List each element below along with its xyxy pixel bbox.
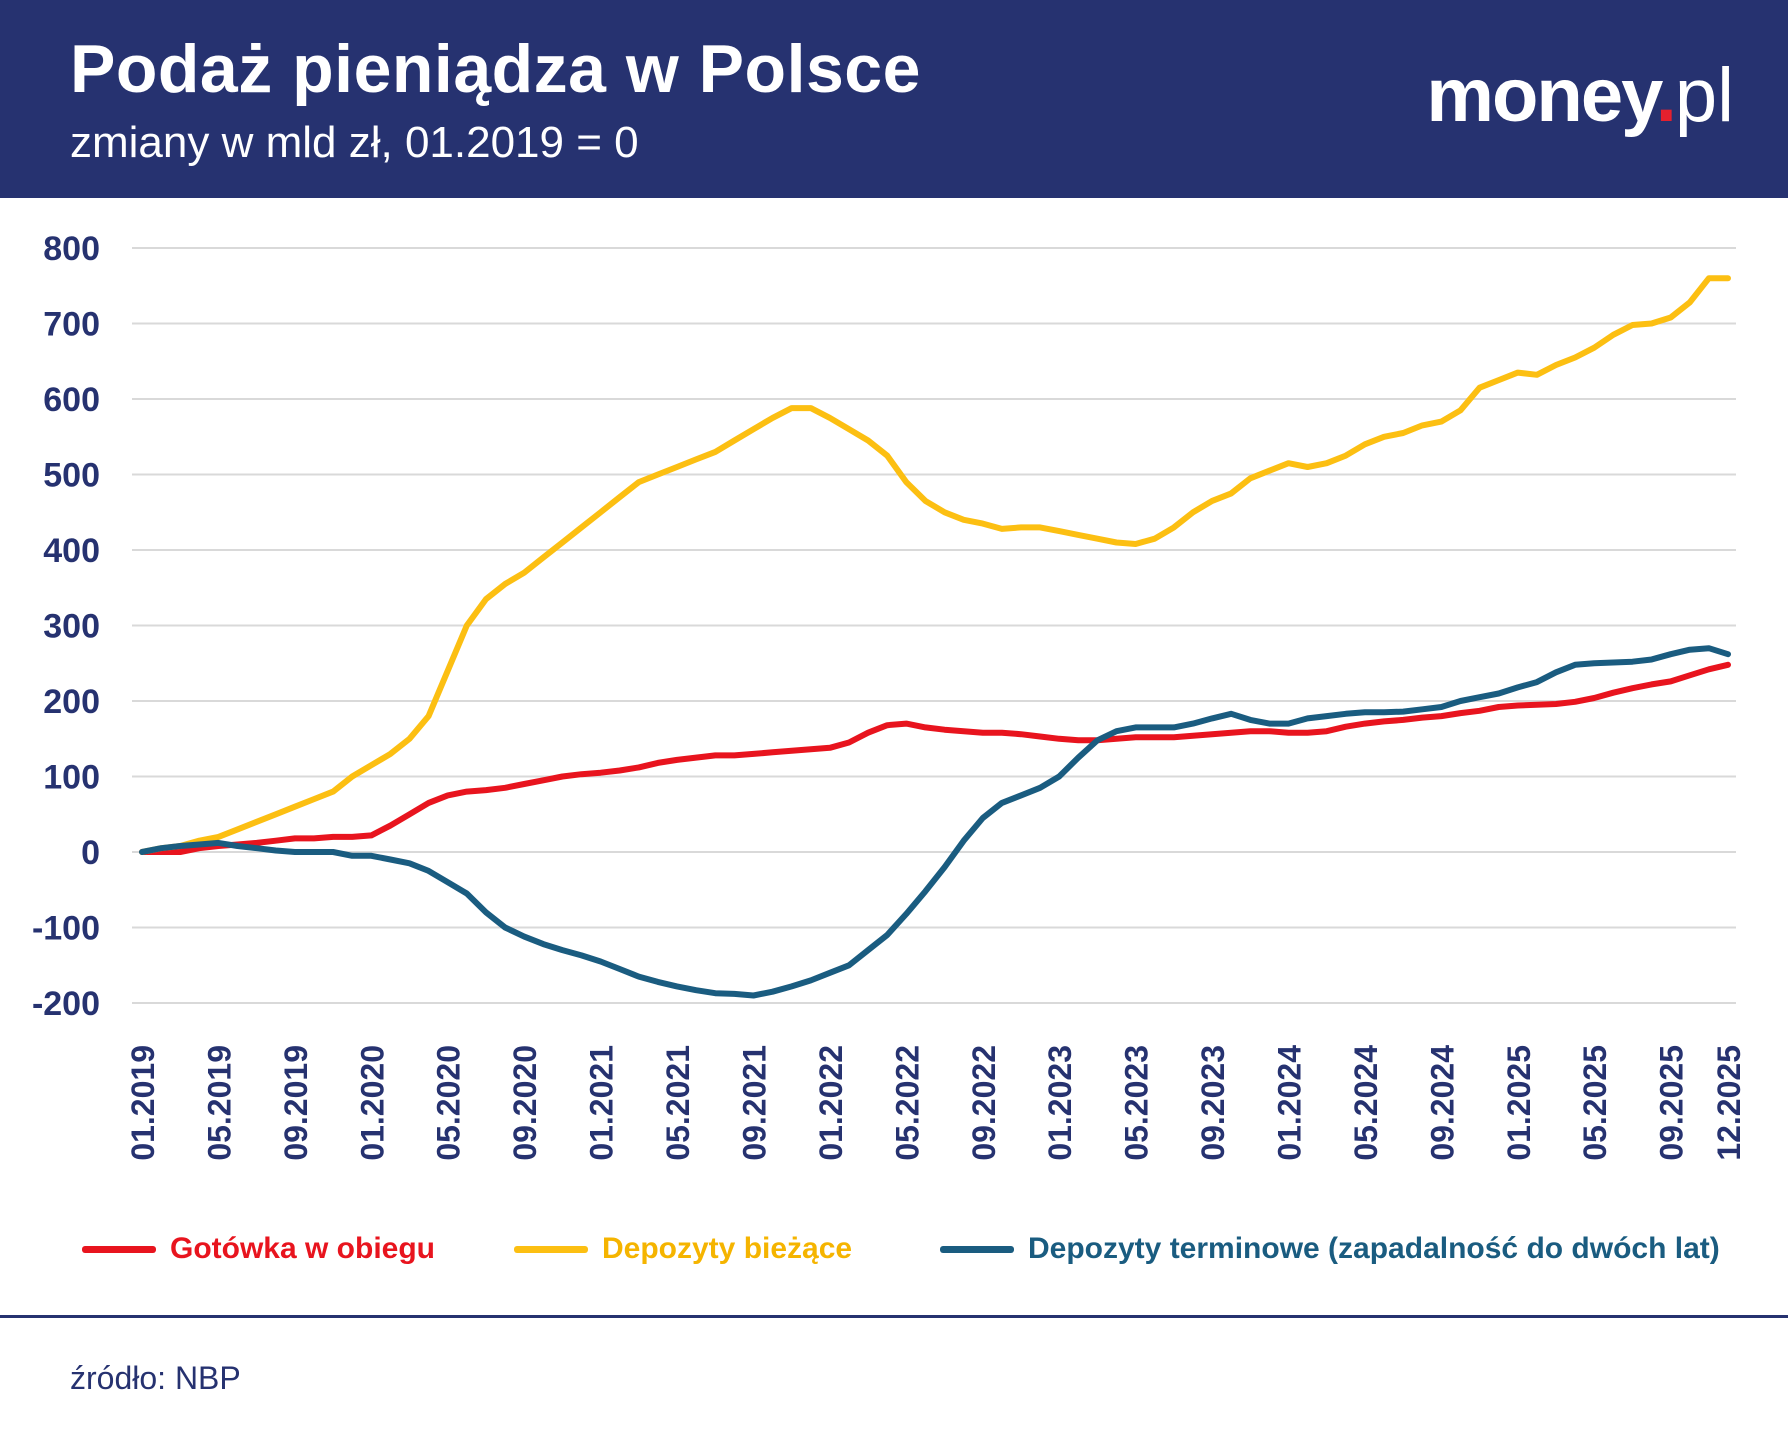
x-tick-label: 09.2021 [736, 1045, 772, 1161]
x-tick-label: 05.2019 [201, 1045, 237, 1161]
y-tick-label: 700 [43, 306, 100, 344]
y-tick-label: -200 [32, 985, 100, 1023]
chart-header: Podaż pieniądza w Polsce zmiany w mld zł… [0, 0, 1788, 198]
x-tick-label: 09.2020 [507, 1045, 543, 1161]
y-tick-label: 200 [43, 683, 100, 721]
footer-divider [0, 1315, 1788, 1318]
y-tick-label: 400 [43, 532, 100, 570]
y-tick-label: 800 [43, 230, 100, 268]
x-tick-label: 01.2024 [1272, 1045, 1308, 1161]
legend-label-gotowka: Gotówka w obiegu [170, 1232, 436, 1265]
x-tick-label: 09.2024 [1424, 1045, 1460, 1161]
source-note: źródło: NBP [70, 1360, 241, 1396]
series-lines [139, 275, 1731, 999]
x-tick-label: 01.2019 [125, 1045, 161, 1161]
series-line-0 [139, 661, 1731, 855]
x-tick-label: 01.2020 [354, 1045, 390, 1161]
x-tick-label: 01.2022 [813, 1045, 849, 1161]
x-tick-label: 01.2023 [1042, 1045, 1078, 1161]
legend-swatch-gotowka [82, 1245, 156, 1253]
legend-item-gotowka: Gotówka w obiegu [82, 1232, 435, 1266]
x-axis-ticks: 01.2019 05.2019 09.2019 01.2020 05.2020 09.20… [125, 1045, 1747, 1161]
x-tick-label: 09.2025 [1654, 1045, 1690, 1161]
y-tick-label: 100 [43, 759, 100, 797]
legend-item-depozyty-biezace: Depozyty bieżące [514, 1232, 852, 1266]
chart-subtitle: zmiany w mld zł, 01.2019 = 0 [70, 118, 639, 167]
series-line-2 [139, 645, 1731, 999]
y-axis-ticks: 800 700 600 500 400 300 200 100 0 -100 -200 [32, 230, 100, 1023]
y-tick-label: 300 [43, 608, 100, 646]
x-tick-label: 09.2022 [966, 1045, 1002, 1161]
x-tick-label: 12.2025 [1711, 1045, 1747, 1161]
chart-legend: Gotówka w obiegu Depozyty bieżące Depozy… [0, 1232, 1788, 1272]
logo-tld: pl [1674, 53, 1734, 138]
legend-label-depozyty-biezace: Depozyty bieżące [602, 1232, 853, 1265]
x-tick-label: 05.2020 [431, 1045, 467, 1161]
legend-swatch-depozyty-biezace [514, 1245, 588, 1253]
x-tick-label: 05.2024 [1348, 1045, 1384, 1161]
y-tick-label: 600 [43, 381, 100, 419]
y-tick-label: 0 [81, 834, 100, 872]
x-tick-label: 05.2023 [1119, 1045, 1155, 1161]
x-tick-label: 01.2021 [584, 1045, 620, 1161]
legend-swatch-depozyty-terminowe [940, 1245, 1014, 1253]
y-tick-label: -100 [32, 910, 100, 948]
x-tick-label: 01.2025 [1501, 1045, 1537, 1161]
money-supply-line-chart: 800 700 600 500 400 300 200 100 0 -100 -200 01.201… [32, 230, 1747, 1161]
logo-name: money [1426, 53, 1657, 138]
logo-dot: . [1655, 53, 1677, 138]
chart-title: Podaż pieniądza w Polsce [70, 31, 921, 107]
x-tick-label: 09.2023 [1195, 1045, 1231, 1161]
x-tick-label: 09.2019 [278, 1045, 314, 1161]
y-tick-label: 500 [43, 457, 100, 495]
series-line-1 [139, 275, 1731, 855]
legend-item-depozyty-terminowe: Depozyty terminowe (zapadalność do dwóch… [940, 1232, 1720, 1266]
x-tick-label: 05.2021 [660, 1045, 696, 1161]
money-pl-logo: money.pl [1426, 58, 1734, 134]
x-tick-label: 05.2022 [889, 1045, 925, 1161]
x-tick-label: 05.2025 [1577, 1045, 1613, 1161]
grid-lines [132, 247, 1736, 1004]
legend-label-depozyty-terminowe: Depozyty terminowe (zapadalność do dwóch… [1028, 1232, 1720, 1265]
